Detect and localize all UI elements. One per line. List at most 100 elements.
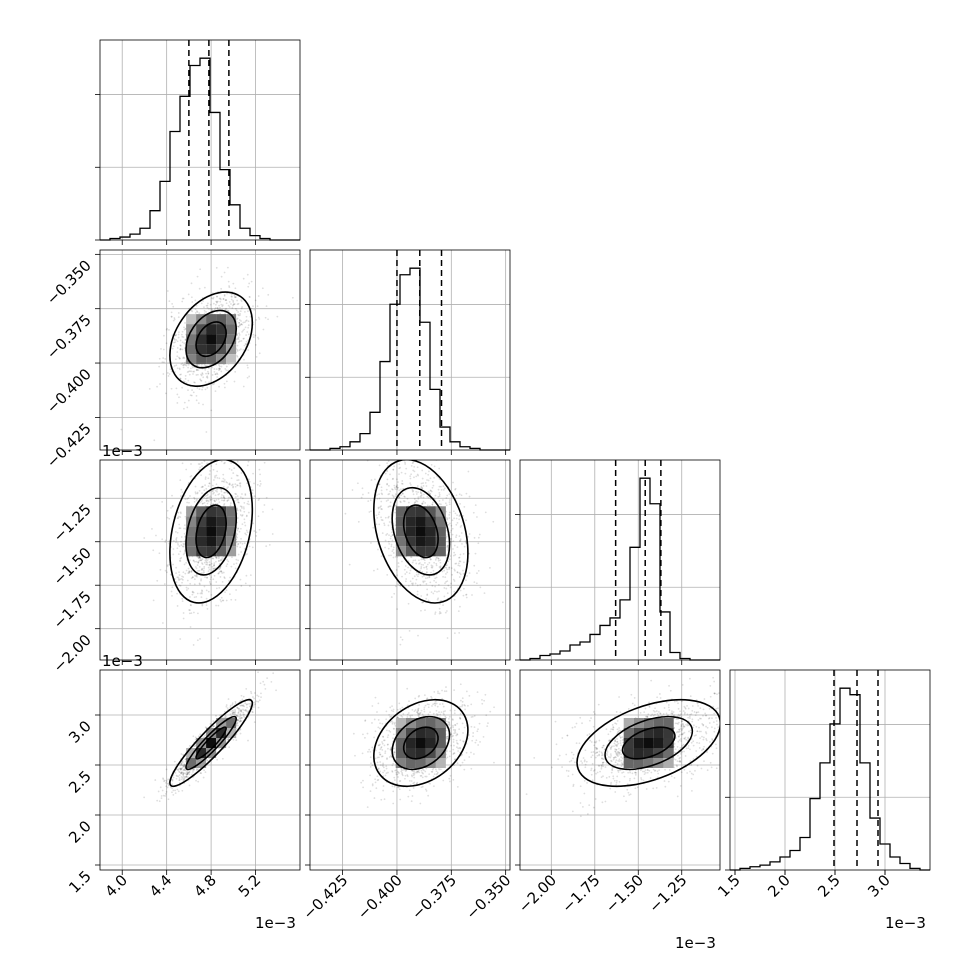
sample-point — [376, 568, 379, 571]
sample-point — [421, 487, 423, 490]
sample-point — [236, 545, 239, 548]
sample-point — [411, 769, 414, 772]
pair-panel-1-2 — [305, 425, 511, 665]
sample-point — [433, 579, 436, 582]
sample-point — [182, 612, 185, 614]
sample-point — [196, 363, 199, 366]
sample-point — [458, 514, 461, 517]
sample-point — [235, 558, 238, 561]
sample-point — [193, 578, 196, 581]
sample-point — [375, 523, 378, 526]
sample-point — [236, 334, 239, 336]
sample-point — [180, 768, 182, 771]
axis-frame — [99, 459, 301, 661]
sample-point — [218, 559, 220, 562]
sample-point — [452, 554, 455, 557]
sample-point — [176, 531, 179, 534]
sample-point — [426, 593, 429, 596]
sample-point — [200, 579, 202, 582]
sample-point — [202, 300, 205, 302]
sample-point — [234, 370, 237, 373]
sample-point — [162, 348, 165, 351]
sample-point — [483, 699, 486, 702]
sample-point — [238, 340, 241, 343]
sample-point — [452, 548, 454, 550]
sample-point — [203, 435, 205, 437]
sample-point — [239, 312, 241, 315]
sample-point — [241, 704, 244, 707]
sample-point — [458, 556, 460, 559]
density-cell — [196, 536, 207, 547]
y-tick-label: 1.5 — [65, 867, 95, 897]
sample-point — [420, 769, 423, 772]
sample-point — [442, 575, 444, 578]
sample-point — [452, 481, 454, 484]
density-cell — [415, 536, 426, 547]
sample-point — [219, 559, 222, 562]
sample-point — [242, 715, 245, 718]
sample-point — [406, 425, 408, 427]
sample-point — [434, 611, 437, 614]
density-cell — [186, 506, 197, 517]
sample-point — [395, 569, 398, 571]
sample-point — [194, 738, 197, 741]
sample-point — [459, 553, 462, 556]
sample-point — [247, 320, 250, 323]
sample-point — [200, 302, 203, 305]
sample-point — [171, 504, 174, 507]
sample-point — [445, 516, 448, 519]
sample-point — [458, 562, 460, 565]
sample-point — [233, 294, 236, 297]
sample-point — [219, 312, 222, 315]
sample-point — [177, 768, 180, 771]
sample-point — [436, 705, 439, 708]
sample-point — [193, 500, 196, 503]
density-cell — [216, 314, 227, 325]
sample-point — [445, 580, 447, 583]
sample-point — [397, 583, 400, 586]
sample-point — [426, 504, 429, 507]
x-tick-label: 2.0 — [764, 871, 794, 901]
sample-point — [453, 544, 456, 547]
sample-point — [179, 764, 182, 767]
sample-point — [245, 334, 248, 336]
sample-point — [258, 318, 261, 320]
sample-point — [446, 544, 449, 547]
sample-point — [174, 341, 177, 343]
sample-point — [205, 558, 208, 561]
sample-point — [222, 571, 225, 574]
sample-point — [423, 561, 426, 564]
sample-point — [228, 300, 231, 303]
sample-point — [223, 386, 226, 389]
sample-point — [257, 695, 260, 698]
sample-point — [276, 315, 279, 318]
sample-point — [392, 790, 395, 793]
sample-point — [179, 511, 182, 514]
sample-point — [393, 484, 396, 487]
sample-point — [178, 779, 181, 781]
sample-point — [437, 559, 440, 562]
density-cell — [216, 536, 227, 547]
sample-point — [458, 631, 461, 634]
sample-point — [166, 516, 169, 519]
sample-point — [236, 536, 238, 539]
sample-point — [376, 497, 379, 500]
sample-point — [248, 705, 251, 708]
sample-point — [181, 462, 184, 465]
sample-point — [423, 566, 425, 569]
sample-point — [216, 758, 219, 761]
sample-point — [172, 789, 175, 792]
sample-point — [390, 715, 393, 718]
sample-point — [233, 711, 236, 714]
sample-point — [209, 583, 212, 586]
sample-point — [435, 562, 438, 565]
sample-point — [455, 536, 457, 538]
sample-point — [164, 541, 167, 543]
sample-point — [396, 488, 399, 491]
density-cell — [216, 546, 227, 557]
sample-point — [195, 310, 198, 313]
sample-point — [393, 465, 396, 468]
sample-point — [237, 311, 239, 313]
sample-point — [219, 570, 222, 573]
sample-point — [173, 338, 176, 341]
